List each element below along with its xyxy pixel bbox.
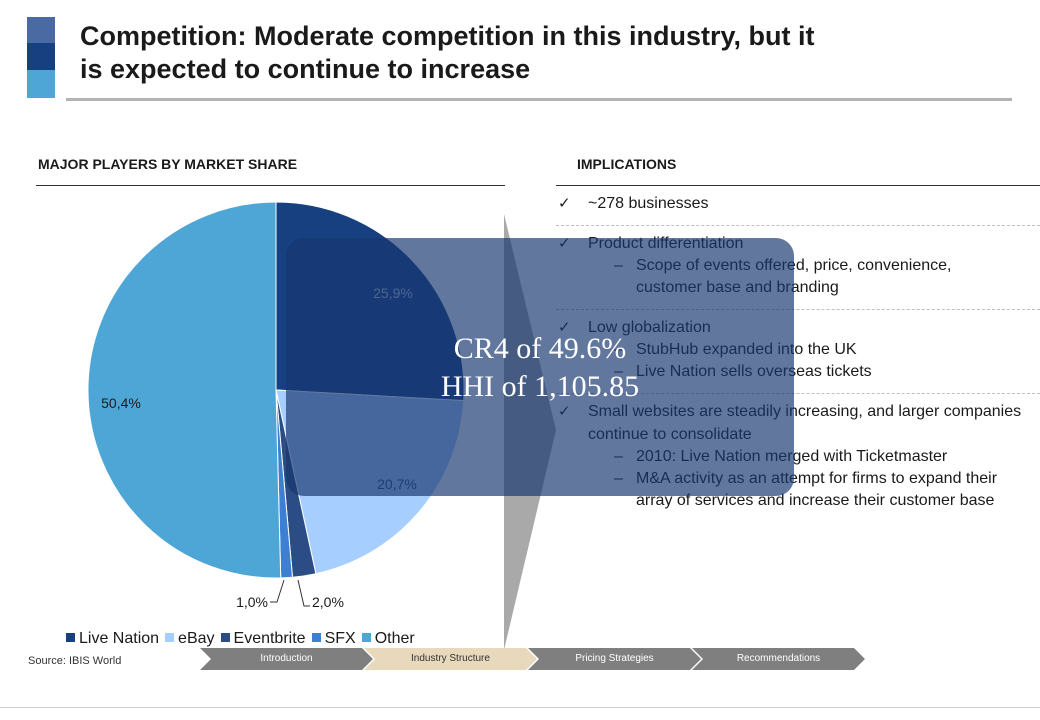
legend-item-other: Other bbox=[361, 630, 415, 648]
nav-step-recommendations[interactable]: Recommendations bbox=[692, 648, 865, 670]
title-line-2: is expected to continue to increase bbox=[80, 54, 531, 84]
slice-label-other: 50,4% bbox=[101, 395, 141, 411]
title-divider bbox=[66, 98, 1012, 101]
leader-line-eventbrite bbox=[297, 579, 310, 607]
legend-swatch bbox=[311, 633, 321, 643]
legend-swatch bbox=[361, 633, 371, 643]
legend-item-live-nation: Live Nation bbox=[66, 630, 159, 648]
legend-label: Eventbrite bbox=[233, 630, 306, 647]
concentration-callout bbox=[286, 238, 794, 496]
bottom-divider bbox=[0, 707, 1040, 708]
pie-slice-other bbox=[87, 201, 282, 579]
legend-item-sfx: SFX bbox=[311, 630, 356, 648]
implication-item: ✓ ~278 businesses bbox=[556, 192, 1040, 215]
implications-heading-rule bbox=[556, 185, 1040, 186]
legend-label: eBay bbox=[178, 630, 215, 647]
slice-label-sfx: 1,0% bbox=[236, 594, 268, 610]
slice-label-eventbrite: 2,0% bbox=[312, 594, 344, 610]
nav-step-introduction[interactable]: Introduction bbox=[200, 648, 373, 670]
market-share-heading: MAJOR PLAYERS BY MARKET SHARE bbox=[38, 156, 298, 172]
accent-block-bottom bbox=[27, 70, 55, 98]
accent-block-top bbox=[27, 17, 55, 43]
hhi-value: HHI of 1,105.85 bbox=[440, 370, 640, 403]
legend-item-eventbrite: Eventbrite bbox=[220, 630, 306, 648]
leader-line-sfx bbox=[270, 579, 285, 603]
page-title: Competition: Moderate competition in thi… bbox=[80, 20, 1010, 86]
cr4-value: CR4 of 49.6% bbox=[453, 332, 627, 365]
legend-item-ebay: eBay bbox=[165, 630, 215, 648]
nav-step-pricing-strategies[interactable]: Pricing Strategies bbox=[528, 648, 701, 670]
nav-step-industry-structure[interactable]: Industry Structure bbox=[364, 648, 537, 670]
title-line-1: Competition: Moderate competition in thi… bbox=[80, 21, 815, 51]
implications-heading: IMPLICATIONS bbox=[577, 156, 677, 172]
legend-label: Live Nation bbox=[79, 630, 160, 647]
legend-swatch bbox=[220, 633, 230, 643]
implication-text: ~278 businesses bbox=[588, 195, 709, 212]
implication-block: ✓ ~278 businesses bbox=[556, 186, 1040, 226]
checkmark-icon: ✓ bbox=[558, 195, 571, 212]
legend-label: Other bbox=[374, 630, 415, 647]
market-share-heading-rule bbox=[36, 185, 505, 186]
legend-swatch bbox=[165, 633, 175, 643]
concentration-callout-text: CR4 of 49.6% HHI of 1,105.85 bbox=[286, 330, 794, 406]
chart-legend: Live Nation eBay Eventbrite SFX Other bbox=[66, 630, 421, 648]
legend-swatch bbox=[66, 633, 75, 643]
source-note: Source: IBIS World bbox=[28, 655, 122, 667]
accent-block-middle bbox=[27, 43, 55, 70]
legend-label: SFX bbox=[324, 630, 356, 647]
